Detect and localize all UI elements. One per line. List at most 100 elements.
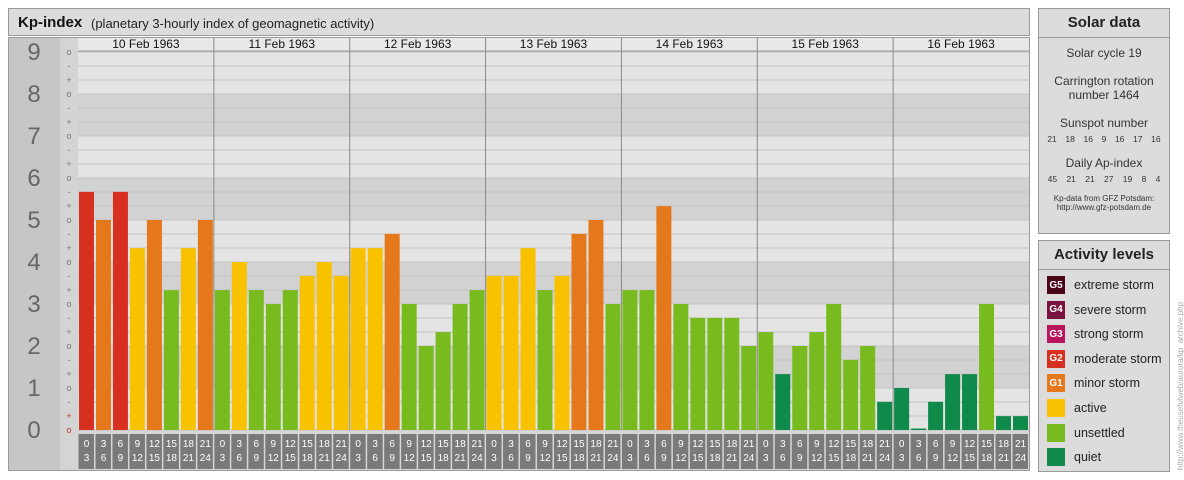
chart-subtitle: (planetary 3-hourly index of geomagnetic… [91,16,375,31]
carrington-line-2: number 1464 [1068,88,1140,102]
level-label: severe storm [1074,302,1147,317]
hour-start: 21 [1015,439,1027,450]
hour-end: 12 [132,453,144,464]
chart-border [8,37,1030,471]
level-label: unsettled [1074,425,1125,440]
kp-bar-1 [79,191,94,430]
hour-box [757,434,774,469]
hour-box [503,434,519,469]
kp-bar-31 [588,220,604,430]
hour-box [689,434,706,469]
hour-box [214,434,230,469]
y-tick-label: 3 [27,291,40,318]
hour-start: 3 [508,439,514,450]
hour-box [859,434,876,469]
hour-start: 18 [998,439,1010,450]
band-5 [78,178,1029,220]
hour-end: 12 [811,453,823,464]
activity-level-quiet: quiet [1047,447,1101,467]
date-strip [78,37,1029,51]
hour-box [554,434,570,469]
hour-box [537,434,553,469]
hour-start: 12 [692,439,704,450]
kp-bar-56 [1013,416,1028,430]
hour-box [1012,434,1028,469]
y-axis-column [8,37,60,471]
kp-bar-49 [894,388,910,430]
hour-end: 18 [302,453,314,464]
y-tick-label: 0 [27,417,40,444]
hour-start: 18 [455,439,467,450]
ap-title: Daily Ap-index [1065,156,1143,170]
kp-bar-55 [996,416,1012,430]
y-tick-label: 9 [27,39,40,66]
hour-end: 9 [797,453,803,464]
kp-bar-15 [316,262,332,430]
hour-start: 9 [542,439,548,450]
hour-end: 15 [692,453,704,464]
hour-start: 3 [101,439,107,450]
hour-start: 0 [491,439,497,450]
hour-box [435,434,451,469]
level-swatch: G4 [1047,300,1065,319]
y-minor-label: + [66,117,71,127]
level-label: strong storm [1074,327,1144,342]
hour-box [248,434,264,469]
hour-start: 15 [438,439,450,450]
kp-bar-2 [95,220,111,430]
hour-start: 0 [355,439,361,450]
hour-box [163,434,179,469]
activity-level-extreme-storm: G5 extreme storm [1047,275,1154,295]
sunspot-value-6: 17 [1133,134,1143,144]
kp-bar-44 [809,332,825,430]
hour-box [825,434,842,469]
ap-value-5: 19 [1122,174,1133,184]
hour-end: 12 [675,453,687,464]
hour-start: 15 [573,439,585,450]
kp-bar-11 [248,290,264,430]
hour-box [995,434,1012,469]
hour-end: 12 [268,453,280,464]
kp-bar-47 [860,346,876,430]
y-minor-label: o [66,47,71,57]
kp-bar-35 [656,206,672,430]
hour-box [418,434,434,469]
y-tick-label: 6 [27,165,40,192]
level-label: active [1074,401,1107,415]
hour-start: 18 [183,439,195,450]
kp-bar-26 [503,275,519,430]
hour-end: 24 [200,453,212,464]
kp-bar-28 [537,290,553,430]
hour-start: 12 [964,439,976,450]
hour-start: 0 [763,439,769,450]
hour-end: 15 [556,453,568,464]
hour-start: 18 [862,439,874,450]
hour-start: 6 [525,439,531,450]
level-label: quiet [1074,450,1102,465]
level-label: extreme storm [1074,278,1154,292]
hour-start: 15 [981,439,993,450]
y-minor-label: + [66,327,71,337]
hour-start: 0 [627,439,633,450]
kp-bar-22 [435,332,451,430]
hour-end: 3 [491,453,497,464]
y-tick-label: 1 [27,375,40,402]
hour-end: 21 [455,453,467,464]
kp-bar-33 [622,290,638,430]
band-8 [78,52,1029,94]
hour-start: 0 [899,439,905,450]
hour-end: 12 [539,453,551,464]
hour-start: 6 [118,439,124,450]
y-minor-label: - [68,61,71,71]
kp-bar-25 [486,275,502,430]
kp-bar-40 [741,346,757,430]
kp-bar-24 [469,290,485,430]
ap-value-6: 8 [1141,174,1147,184]
hour-box [638,434,655,469]
hour-start: 6 [933,439,939,450]
hour-start: 21 [336,439,348,450]
hour-start: 12 [828,439,840,450]
hour-start: 12 [149,439,161,450]
activity-level-minor-storm: G1 minor storm [1047,373,1140,393]
hour-start: 18 [590,439,602,450]
